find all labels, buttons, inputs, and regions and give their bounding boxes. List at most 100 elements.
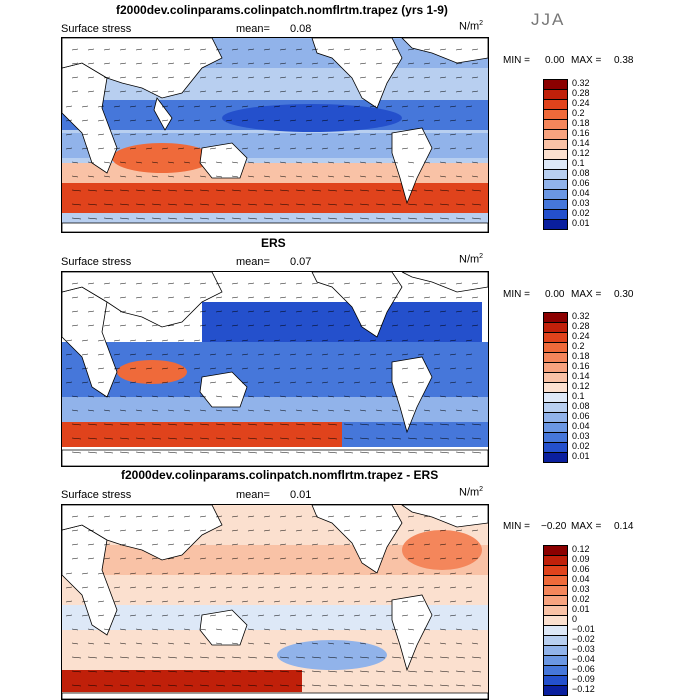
stress-arrow — [465, 572, 473, 575]
stress-arrow — [295, 437, 306, 440]
stress-arrow — [305, 353, 313, 356]
colorbar-swatch — [544, 220, 567, 229]
stress-arrow — [439, 217, 450, 220]
stress-arrow — [455, 395, 463, 398]
stress-arrow — [321, 147, 329, 150]
stress-arrow — [321, 133, 329, 136]
stress-arrow — [151, 451, 162, 454]
stress-arrow — [471, 543, 479, 546]
stress-arrow — [337, 367, 345, 370]
stress-arrow — [273, 339, 281, 342]
stress-arrow — [343, 62, 351, 65]
stress-arrow — [145, 367, 153, 370]
stress-arrow — [337, 614, 345, 617]
stress-arrow — [87, 217, 98, 220]
stress-arrow — [455, 161, 463, 164]
colorbar-swatch — [544, 200, 567, 210]
stress-arrow — [311, 296, 319, 299]
stress-arrow — [289, 353, 297, 356]
stress-arrow — [231, 543, 239, 546]
stress-arrow — [241, 339, 249, 342]
panel-3-title: f2000dev.colinparams.colinpatch.nomflrtm… — [121, 468, 439, 482]
stress-arrow — [407, 217, 418, 220]
stress-arrow — [471, 423, 482, 426]
stress-arrow — [183, 670, 194, 673]
stress-arrow — [289, 339, 297, 342]
stress-arrow — [263, 423, 274, 426]
stress-arrow — [167, 543, 175, 546]
stress-arrow — [81, 381, 89, 384]
stress-arrow — [71, 557, 79, 560]
stress-arrow — [449, 353, 457, 356]
season-label: JJA — [531, 10, 566, 29]
stress-arrow — [311, 656, 322, 659]
stress-arrow — [295, 642, 303, 645]
stress-arrow — [337, 586, 345, 589]
colorbar-level-label: 0.06 — [572, 177, 590, 188]
stress-arrow — [321, 339, 329, 342]
stress-arrow — [433, 147, 441, 150]
stress-arrow — [119, 161, 127, 164]
stress-arrow — [71, 543, 79, 546]
stress-arrow — [423, 529, 431, 532]
stress-arrow — [279, 48, 287, 51]
stress-arrow — [151, 628, 159, 631]
stress-arrow — [353, 339, 361, 342]
stress-arrow — [71, 76, 79, 79]
stress-arrow — [129, 381, 137, 384]
stress-arrow — [407, 684, 418, 687]
stress-arrow — [369, 353, 377, 356]
stress-arrow — [353, 133, 361, 136]
colorbar-level-label: 0.24 — [572, 98, 590, 109]
stress-arrow — [423, 543, 431, 546]
stress-arrow — [343, 217, 354, 220]
stress-arrow — [343, 282, 351, 285]
stress-arrow — [337, 572, 345, 575]
stress-arrow — [103, 628, 111, 631]
stress-arrow — [455, 175, 463, 178]
stress-arrow — [369, 600, 377, 603]
stress-arrow — [87, 684, 98, 687]
stress-arrow — [391, 175, 399, 178]
stress-arrow — [183, 62, 191, 65]
stress-arrow — [199, 161, 207, 164]
stress-arrow — [135, 161, 143, 164]
stress-arrow — [135, 310, 143, 313]
stress-arrow — [183, 451, 194, 454]
stress-arrow — [471, 515, 479, 518]
stress-arrow — [129, 600, 137, 603]
indian-monsoon-jet — [117, 360, 187, 384]
stress-arrow — [327, 296, 335, 299]
stress-arrow — [87, 203, 98, 206]
stress-arrow — [471, 161, 479, 164]
stress-arrow — [433, 572, 441, 575]
colorbar-swatch — [544, 413, 567, 423]
stress-arrow — [471, 557, 479, 560]
stress-arrow — [375, 515, 383, 518]
southern-ocean-anomaly — [62, 670, 302, 692]
stress-arrow — [151, 48, 159, 51]
stress-arrow — [193, 367, 201, 370]
stress-arrow — [103, 282, 111, 285]
stress-arrow — [199, 48, 207, 51]
stress-arrow — [119, 409, 127, 412]
stress-arrow — [129, 147, 137, 150]
stress-arrow — [321, 367, 329, 370]
stress-arrow — [375, 437, 386, 440]
stress-arrow — [401, 614, 409, 617]
stress-arrow — [71, 423, 82, 426]
colorbar-swatch — [544, 180, 567, 190]
stress-arrow — [167, 642, 175, 645]
stress-arrow — [167, 409, 175, 412]
stress-arrow — [417, 586, 425, 589]
stress-arrow — [135, 642, 143, 645]
stress-arrow — [215, 642, 223, 645]
colorbar-swatch — [544, 606, 567, 616]
stress-arrow — [65, 381, 73, 384]
stress-arrow — [321, 572, 329, 575]
stress-arrow — [327, 515, 335, 518]
stress-arrow — [87, 62, 95, 65]
stress-arrow — [119, 90, 127, 93]
colorbar-swatch — [544, 433, 567, 443]
stress-arrow — [417, 353, 425, 356]
